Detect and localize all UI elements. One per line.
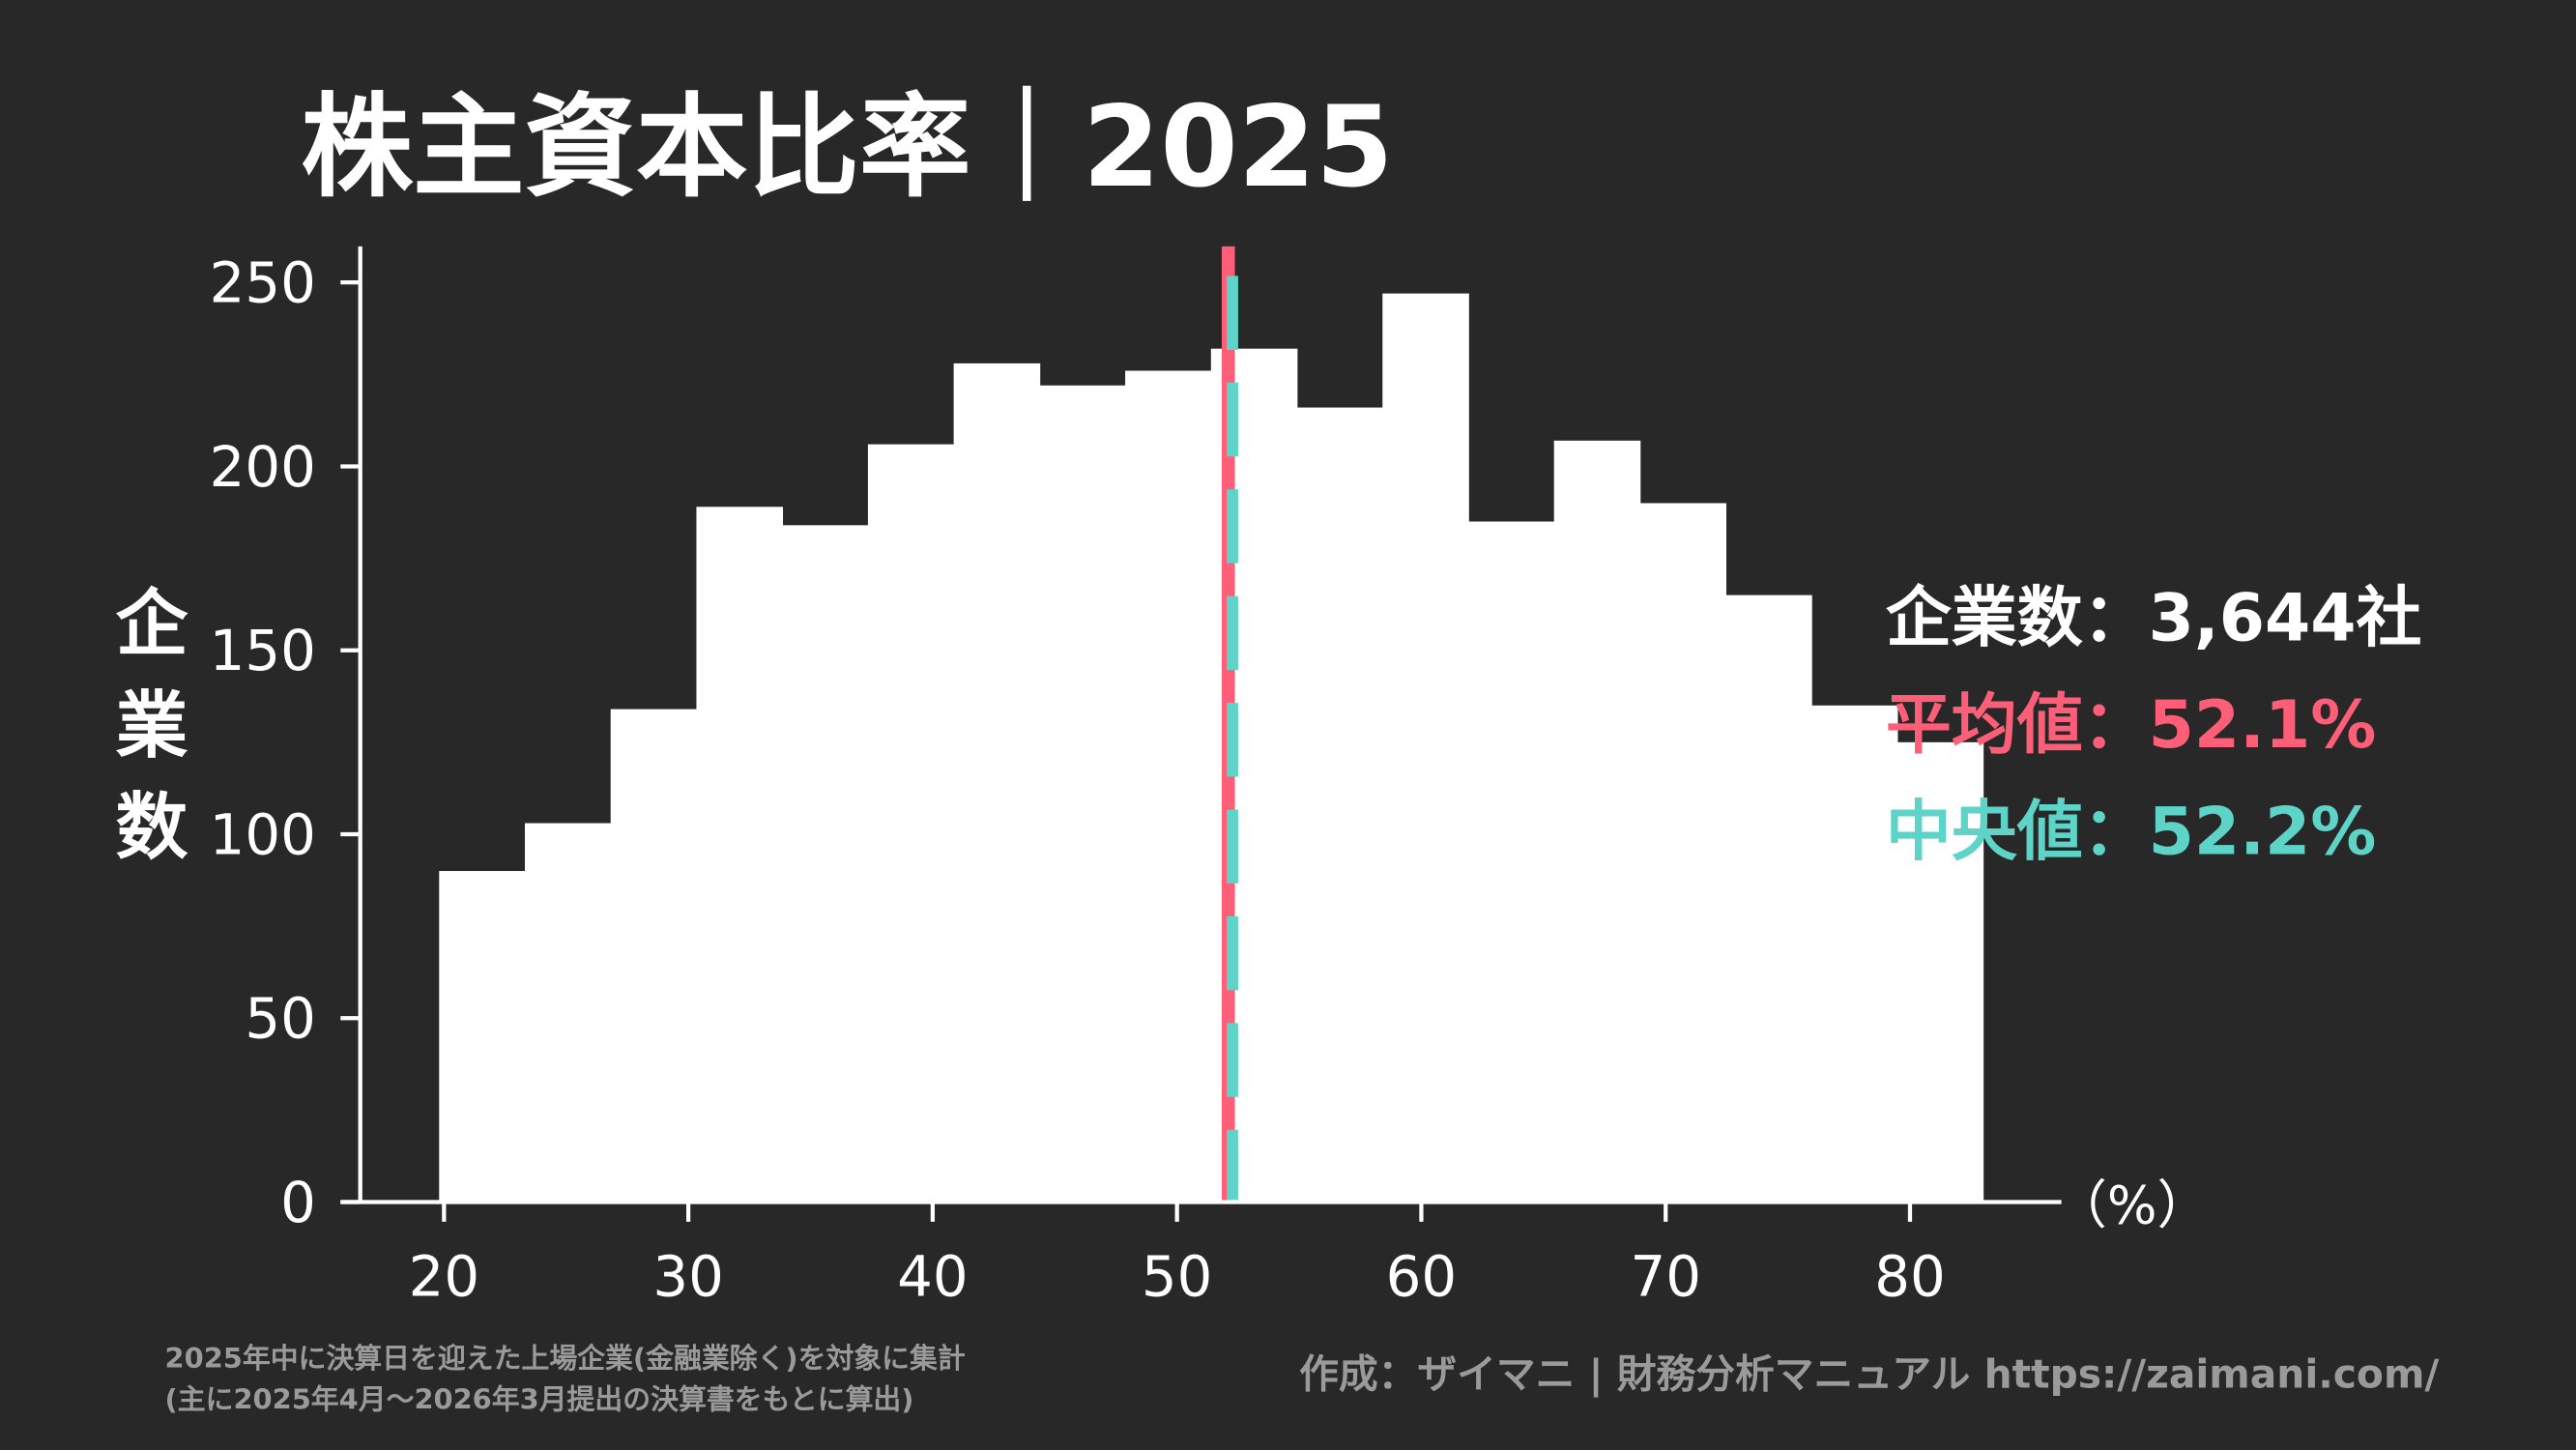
histogram-bar — [696, 507, 784, 1203]
x-axis-label: （%） — [2054, 1175, 2209, 1236]
histogram-bar — [1896, 741, 1984, 1203]
histogram-bar — [610, 709, 698, 1203]
histogram-bar — [439, 871, 526, 1203]
y-tick-label: 250 — [210, 250, 316, 316]
chart-title: 株主資本比率｜2025 — [302, 83, 1394, 213]
histogram-bar — [1296, 407, 1384, 1203]
reference-lines — [1221, 246, 1238, 1203]
histogram-bar — [1810, 705, 1898, 1203]
y-tick-label: 150 — [210, 618, 316, 683]
mean-label: 平均値 — [1886, 687, 2083, 764]
stats-legend: 企業数：3,644社 平均値：52.1% 中央値：52.2% — [1886, 581, 2422, 871]
x-tick-label: 60 — [1386, 1243, 1458, 1309]
footer-note-line2: (主に2025年4月〜2026年3月提出の決算書をもとに算出) — [165, 1383, 914, 1416]
svg-text:企業数：3,644社: 企業数：3,644社 — [1886, 581, 2422, 657]
y-axis-label: 企業数 — [116, 582, 188, 870]
svg-text:中央値：52.2%: 中央値：52.2% — [1886, 794, 2376, 870]
median-value: 52.2% — [2149, 794, 2377, 870]
histogram-bar — [867, 444, 955, 1203]
histogram-bar — [1553, 440, 1641, 1203]
histogram-bar — [1725, 594, 1812, 1203]
histogram-bar — [1039, 385, 1126, 1203]
svg-text:平均値：52.1%: 平均値：52.1% — [1886, 687, 2376, 764]
y-tick-label: 0 — [280, 1170, 316, 1235]
histogram-bar — [782, 525, 869, 1203]
separator: ： — [2083, 794, 2149, 870]
count-value: 3,644社 — [2149, 581, 2422, 657]
y-tick-label: 100 — [210, 801, 316, 867]
bars-group — [439, 293, 1984, 1203]
separator: ： — [2083, 687, 2149, 764]
histogram-bar — [525, 823, 612, 1203]
footer-note-line1: 2025年中に決算日を迎えた上場企業(金融業除く)を対象に集計 — [165, 1342, 966, 1375]
x-tick-label: 70 — [1630, 1243, 1701, 1309]
histogram-bar — [953, 362, 1041, 1203]
x-tick-label: 50 — [1142, 1243, 1213, 1309]
histogram-bar — [1382, 293, 1469, 1203]
x-tick-label: 30 — [652, 1243, 724, 1309]
axes: 0 50 100 150 200 250 20 30 40 50 60 70 80 — [210, 246, 2062, 1309]
footer-credit: 作成：ザイマニ | 財務分析マニュアル https://zaimani.com/ — [1299, 1350, 2439, 1398]
histogram-bar — [1639, 503, 1726, 1203]
separator: ： — [2083, 581, 2149, 657]
x-tick-label: 20 — [409, 1243, 480, 1309]
histogram-bar — [1125, 370, 1212, 1203]
y-tick-label: 50 — [245, 986, 316, 1052]
x-tick-label: 40 — [897, 1243, 969, 1309]
histogram-bar — [1467, 521, 1555, 1203]
x-tick-label: 80 — [1874, 1243, 1945, 1309]
y-tick-label: 200 — [210, 434, 316, 500]
mean-value: 52.1% — [2149, 687, 2377, 764]
median-label: 中央値 — [1886, 794, 2083, 870]
count-label: 企業数 — [1886, 581, 2083, 657]
